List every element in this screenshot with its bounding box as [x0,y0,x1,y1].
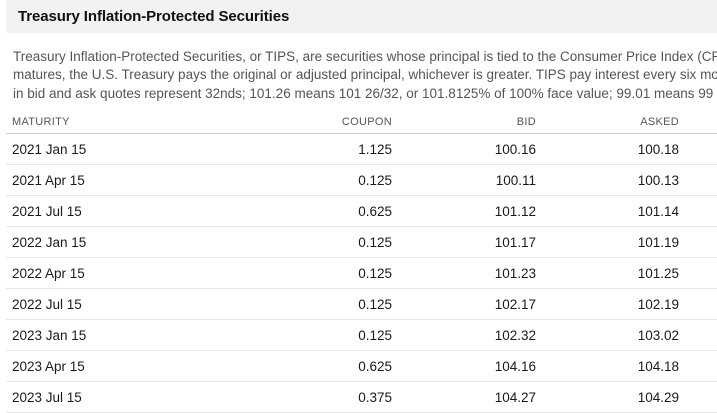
cell-coupon: 0.125 [162,164,392,196]
cell-coupon: 0.625 [162,195,392,227]
cell-asked: 101.14 [536,195,679,227]
cell-coupon: 0.125 [162,226,392,258]
cell-coupon: 0.125 [162,257,392,289]
cell-maturity: 2022 Apr 15 [6,257,162,289]
cell-asked: 104.18 [536,350,679,382]
cell-coupon: 0.625 [162,350,392,382]
cell-maturity: 2021 Jan 15 [6,133,162,165]
cell-asked: 100.13 [536,164,679,196]
cell-bid: 104.27 [392,381,536,413]
table-row: 2023 Jan 15 0.125 102.32 103.02 [6,319,717,351]
description-text: Treasury Inflation-Protected Securities,… [13,48,717,103]
cell-asked: 100.18 [536,133,679,165]
cell-bid: 100.16 [392,133,536,165]
cell-asked: 103.02 [536,319,679,351]
cell-maturity: 2023 Jul 15 [6,381,162,413]
cell-bid: 104.16 [392,350,536,382]
cell-maturity: 2022 Jan 15 [6,226,162,258]
cell-coupon: 0.125 [162,319,392,351]
cell-maturity: 2023 Apr 15 [6,350,162,382]
cell-maturity: 2021 Apr 15 [6,164,162,196]
column-header-maturity: MATURITY [6,111,162,134]
description-line: Treasury Inflation-Protected Securities,… [13,49,717,64]
table-row: 2023 Jul 15 0.375 104.27 104.29 [6,381,717,413]
cell-spacer [679,164,717,196]
column-header-coupon: COUPON [162,111,392,134]
cell-coupon: 1.125 [162,133,392,165]
cell-spacer [679,257,717,289]
cell-coupon: 0.375 [162,381,392,413]
cell-asked: 102.19 [536,288,679,320]
cell-spacer [679,381,717,413]
cell-bid: 101.17 [392,226,536,258]
cell-spacer [679,133,717,165]
cell-asked: 101.19 [536,226,679,258]
description-line: matures, the U.S. Treasury pays the orig… [13,67,717,83]
section-header: Treasury Inflation-Protected Securities [6,0,717,33]
cell-bid: 101.23 [392,257,536,289]
cell-spacer [679,195,717,227]
column-header-asked: ASKED [536,111,679,134]
section-title: Treasury Inflation-Protected Securities [18,8,290,25]
cell-spacer [679,319,717,351]
table-row: 2023 Apr 15 0.625 104.16 104.18 [6,350,717,382]
table-row: 2022 Jul 15 0.125 102.17 102.19 [6,288,717,320]
table-row: 2022 Jan 15 0.125 101.17 101.19 [6,226,717,258]
tips-table: MATURITY COUPON BID ASKED 2021 Jan 15 1.… [6,111,717,413]
cell-coupon: 0.125 [162,288,392,320]
cell-maturity: 2021 Jul 15 [6,195,162,227]
description-line: in bid and ask quotes represent 32nds; 1… [13,85,717,101]
cell-maturity: 2022 Jul 15 [6,288,162,320]
cell-bid: 101.12 [392,195,536,227]
cell-asked: 101.25 [536,257,679,289]
tips-table-container: MATURITY COUPON BID ASKED 2021 Jan 15 1.… [6,111,717,413]
table-row: 2021 Jul 15 0.625 101.12 101.14 [6,195,717,227]
cell-maturity: 2023 Jan 15 [6,319,162,351]
table-row: 2022 Apr 15 0.125 101.23 101.25 [6,257,717,289]
cell-bid: 102.17 [392,288,536,320]
cell-spacer [679,226,717,258]
cell-bid: 102.32 [392,319,536,351]
table-row: 2021 Apr 15 0.125 100.11 100.13 [6,164,717,196]
cell-bid: 100.11 [392,164,536,196]
cell-asked: 104.29 [536,381,679,413]
cell-spacer [679,350,717,382]
column-header-bid: BID [392,111,536,134]
table-row: 2021 Jan 15 1.125 100.16 100.18 [6,133,717,165]
column-header-spacer [679,111,717,134]
cell-spacer [679,288,717,320]
table-header-row: MATURITY COUPON BID ASKED [6,111,717,134]
